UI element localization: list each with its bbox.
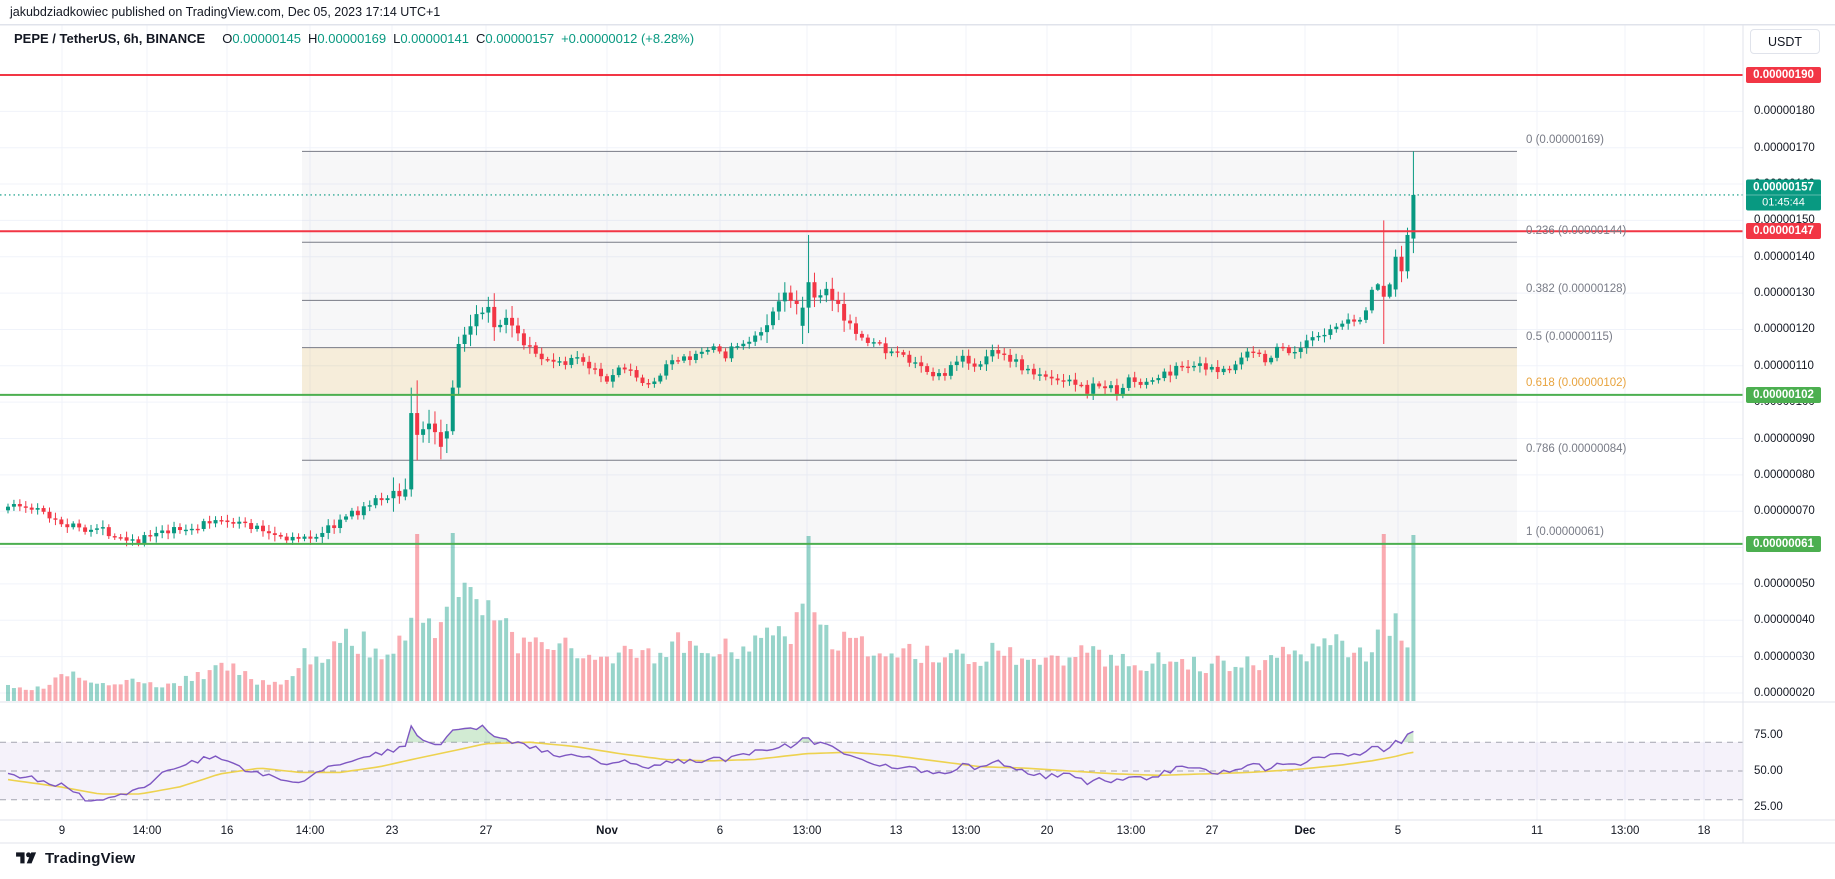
pane-borders — [0, 24, 1835, 844]
fib-retracement — [302, 150, 1517, 545]
rsi-band — [0, 741, 1743, 801]
publish-text: jakubdziadkowiec published on TradingVie… — [10, 5, 441, 19]
gridlines — [0, 25, 1743, 820]
publish-bar: jakubdziadkowiec published on TradingVie… — [0, 0, 1835, 25]
volume-histogram — [6, 533, 1416, 701]
horizontal-lines — [0, 74, 1743, 545]
rsi-indicator — [7, 724, 1414, 802]
rsi-line — [7, 724, 1414, 802]
rsi-ma-line — [7, 741, 1414, 795]
candles — [6, 151, 1416, 547]
